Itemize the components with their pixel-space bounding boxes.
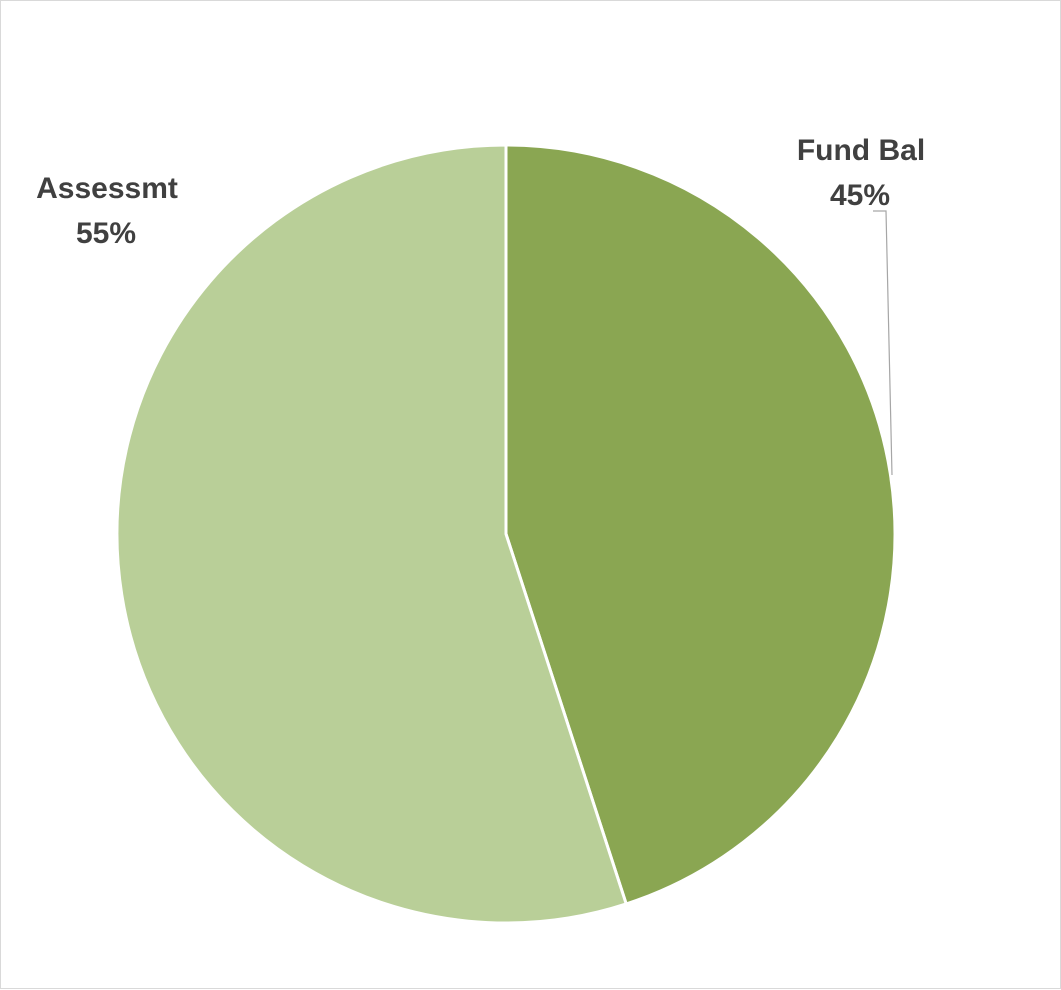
pie-slices bbox=[115, 143, 897, 925]
slice-label-percent-fund-bal: 45% bbox=[830, 179, 890, 212]
slice-label-name-assessmt: Assessmt bbox=[36, 172, 178, 205]
data-labels: Fund Bal 45% Assessmt 55% bbox=[36, 134, 925, 250]
slice-label-percent-assessmt: 55% bbox=[76, 217, 136, 250]
leader-line-fund-bal bbox=[873, 210, 893, 476]
pie-slice-assessmt bbox=[115, 143, 628, 925]
pie-slice-fund-bal bbox=[504, 143, 897, 906]
leader-lines bbox=[873, 210, 893, 476]
slice-label-name-fund-bal: Fund Bal bbox=[797, 134, 925, 167]
